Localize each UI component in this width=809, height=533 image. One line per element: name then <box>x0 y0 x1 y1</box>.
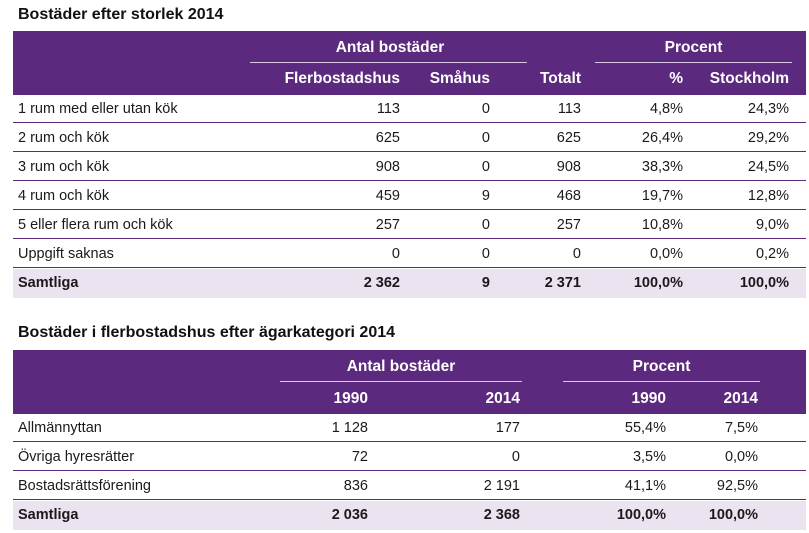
cell-smahus: 0 <box>481 101 490 117</box>
cell-flerbostadshus: 0 <box>391 246 400 262</box>
cell-procent-2014: 100,0% <box>708 507 758 523</box>
cell-flerbostadshus: 257 <box>375 217 400 233</box>
table1-col-percent: % <box>669 70 683 87</box>
cell-totalt: 257 <box>556 217 581 233</box>
cell-antal-2014: 177 <box>495 420 520 436</box>
cell-antal-1990: 1 128 <box>331 420 368 436</box>
cell-antal-1990: 72 <box>351 449 368 465</box>
table1-row: 1 rum med eller utan kök 113 0 113 4,8% … <box>13 95 806 123</box>
table1-group-procent-line <box>595 62 792 63</box>
table1-row: 2 rum och kök 625 0 625 26,4% 29,2% <box>13 124 806 152</box>
table2-group-antal: Antal bostäder <box>346 358 456 375</box>
row-label: 4 rum och kök <box>18 188 110 204</box>
cell-percent: 38,3% <box>641 159 683 175</box>
table1-row: Uppgift saknas 0 0 0 0,0% 0,2% <box>13 240 806 268</box>
cell-totalt: 625 <box>556 130 581 146</box>
cell-stockholm: 12,8% <box>747 188 789 204</box>
cell-smahus: 9 <box>481 188 490 204</box>
cell-antal-1990: 836 <box>343 478 368 494</box>
cell-stockholm: 29,2% <box>747 130 789 146</box>
table2-row: Övriga hyresrätter 72 0 3,5% 0,0% <box>13 443 806 471</box>
row-label: 3 rum och kök <box>18 159 110 175</box>
row-label: 1 rum med eller utan kök <box>18 101 178 117</box>
cell-flerbostadshus: 113 <box>376 101 400 117</box>
row-label: Uppgift saknas <box>18 246 114 262</box>
table1-row: 3 rum och kök 908 0 908 38,3% 24,5% <box>13 153 806 181</box>
cell-stockholm: 9,0% <box>755 217 789 233</box>
table1-group-procent: Procent <box>664 39 723 56</box>
cell-procent-1990: 3,5% <box>632 449 666 465</box>
cell-smahus: 0 <box>481 217 490 233</box>
cell-antal-2014: 2 191 <box>483 478 520 494</box>
table1-total-row: Samtliga 2 362 9 2 371 100,0% 100,0% <box>13 269 806 298</box>
cell-percent: 0,0% <box>649 246 683 262</box>
cell-smahus: 0 <box>481 130 490 146</box>
cell-flerbostadshus: 625 <box>375 130 400 146</box>
table2-group-procent: Procent <box>632 358 691 375</box>
cell-smahus: 0 <box>481 159 490 175</box>
row-label: Allmännyttan <box>18 420 102 436</box>
table1-col-flerbostadshus: Flerbostadshus <box>284 70 400 87</box>
cell-procent-2014: 7,5% <box>724 420 758 436</box>
cell-procent-2014: 92,5% <box>716 478 758 494</box>
cell-percent: 4,8% <box>649 101 683 117</box>
cell-flerbostadshus: 908 <box>375 159 400 175</box>
table1-group-antal: Antal bostäder <box>335 39 445 56</box>
cell-percent: 10,8% <box>641 217 683 233</box>
cell-percent: 19,7% <box>641 188 683 204</box>
table2-group-procent-line <box>563 381 760 382</box>
table1-group-antal-line <box>250 62 527 63</box>
cell-stockholm: 24,5% <box>747 159 789 175</box>
row-label: 5 eller flera rum och kök <box>18 217 173 233</box>
cell-smahus: 0 <box>481 246 490 262</box>
table2-row: Bostadsrättsförening 836 2 191 41,1% 92,… <box>13 472 806 500</box>
table2-col-procent-2014: 2014 <box>723 390 758 407</box>
cell-antal-2014: 2 368 <box>483 507 520 523</box>
cell-percent: 26,4% <box>641 130 683 146</box>
table2-row: Allmännyttan 1 128 177 55,4% 7,5% <box>13 414 806 442</box>
cell-flerbostadshus: 2 362 <box>363 275 400 291</box>
row-label: Övriga hyresrätter <box>18 449 135 465</box>
cell-antal-2014: 0 <box>511 449 520 465</box>
cell-stockholm: 24,3% <box>747 101 789 117</box>
cell-stockholm: 100,0% <box>739 275 789 291</box>
cell-totalt: 0 <box>572 246 581 262</box>
cell-totalt: 113 <box>557 101 581 117</box>
table2-col-procent-1990: 1990 <box>631 390 666 407</box>
cell-totalt: 468 <box>556 188 581 204</box>
row-label: Samtliga <box>18 275 79 291</box>
cell-totalt: 2 371 <box>544 275 581 291</box>
cell-procent-1990: 100,0% <box>616 507 666 523</box>
cell-totalt: 908 <box>556 159 581 175</box>
table1-col-smahus: Småhus <box>429 70 490 87</box>
cell-procent-1990: 41,1% <box>624 478 666 494</box>
table1-row: 4 rum och kök 459 9 468 19,7% 12,8% <box>13 182 806 210</box>
cell-antal-1990: 2 036 <box>331 507 368 523</box>
row-label: Samtliga <box>18 507 79 523</box>
table1-col-totalt: Totalt <box>539 70 581 87</box>
table2-total-row: Samtliga 2 036 2 368 100,0% 100,0% <box>13 501 806 530</box>
table2-col-antal-1990: 1990 <box>333 390 368 407</box>
cell-procent-1990: 55,4% <box>624 420 666 436</box>
cell-smahus: 9 <box>481 275 490 291</box>
table1-row: 5 eller flera rum och kök 257 0 257 10,8… <box>13 211 806 239</box>
table1-col-stockholm: Stockholm <box>709 70 789 87</box>
cell-stockholm: 0,2% <box>755 246 789 262</box>
table2-col-antal-2014: 2014 <box>485 390 520 407</box>
table1-header: Antal bostäder Procent Flerbostadshus Sm… <box>13 31 806 95</box>
cell-procent-2014: 0,0% <box>724 449 758 465</box>
cell-percent: 100,0% <box>633 275 683 291</box>
table2-title: Bostäder i flerbostadshus efter ägarkate… <box>18 324 396 341</box>
table2-header: Antal bostäder Procent 1990 2014 1990 20… <box>13 350 806 414</box>
table2-group-antal-line <box>280 381 522 382</box>
row-label: Bostadsrättsförening <box>18 478 151 494</box>
table1-title: Bostäder efter storlek 2014 <box>18 6 224 23</box>
row-label: 2 rum och kök <box>18 130 110 146</box>
cell-flerbostadshus: 459 <box>375 188 400 204</box>
